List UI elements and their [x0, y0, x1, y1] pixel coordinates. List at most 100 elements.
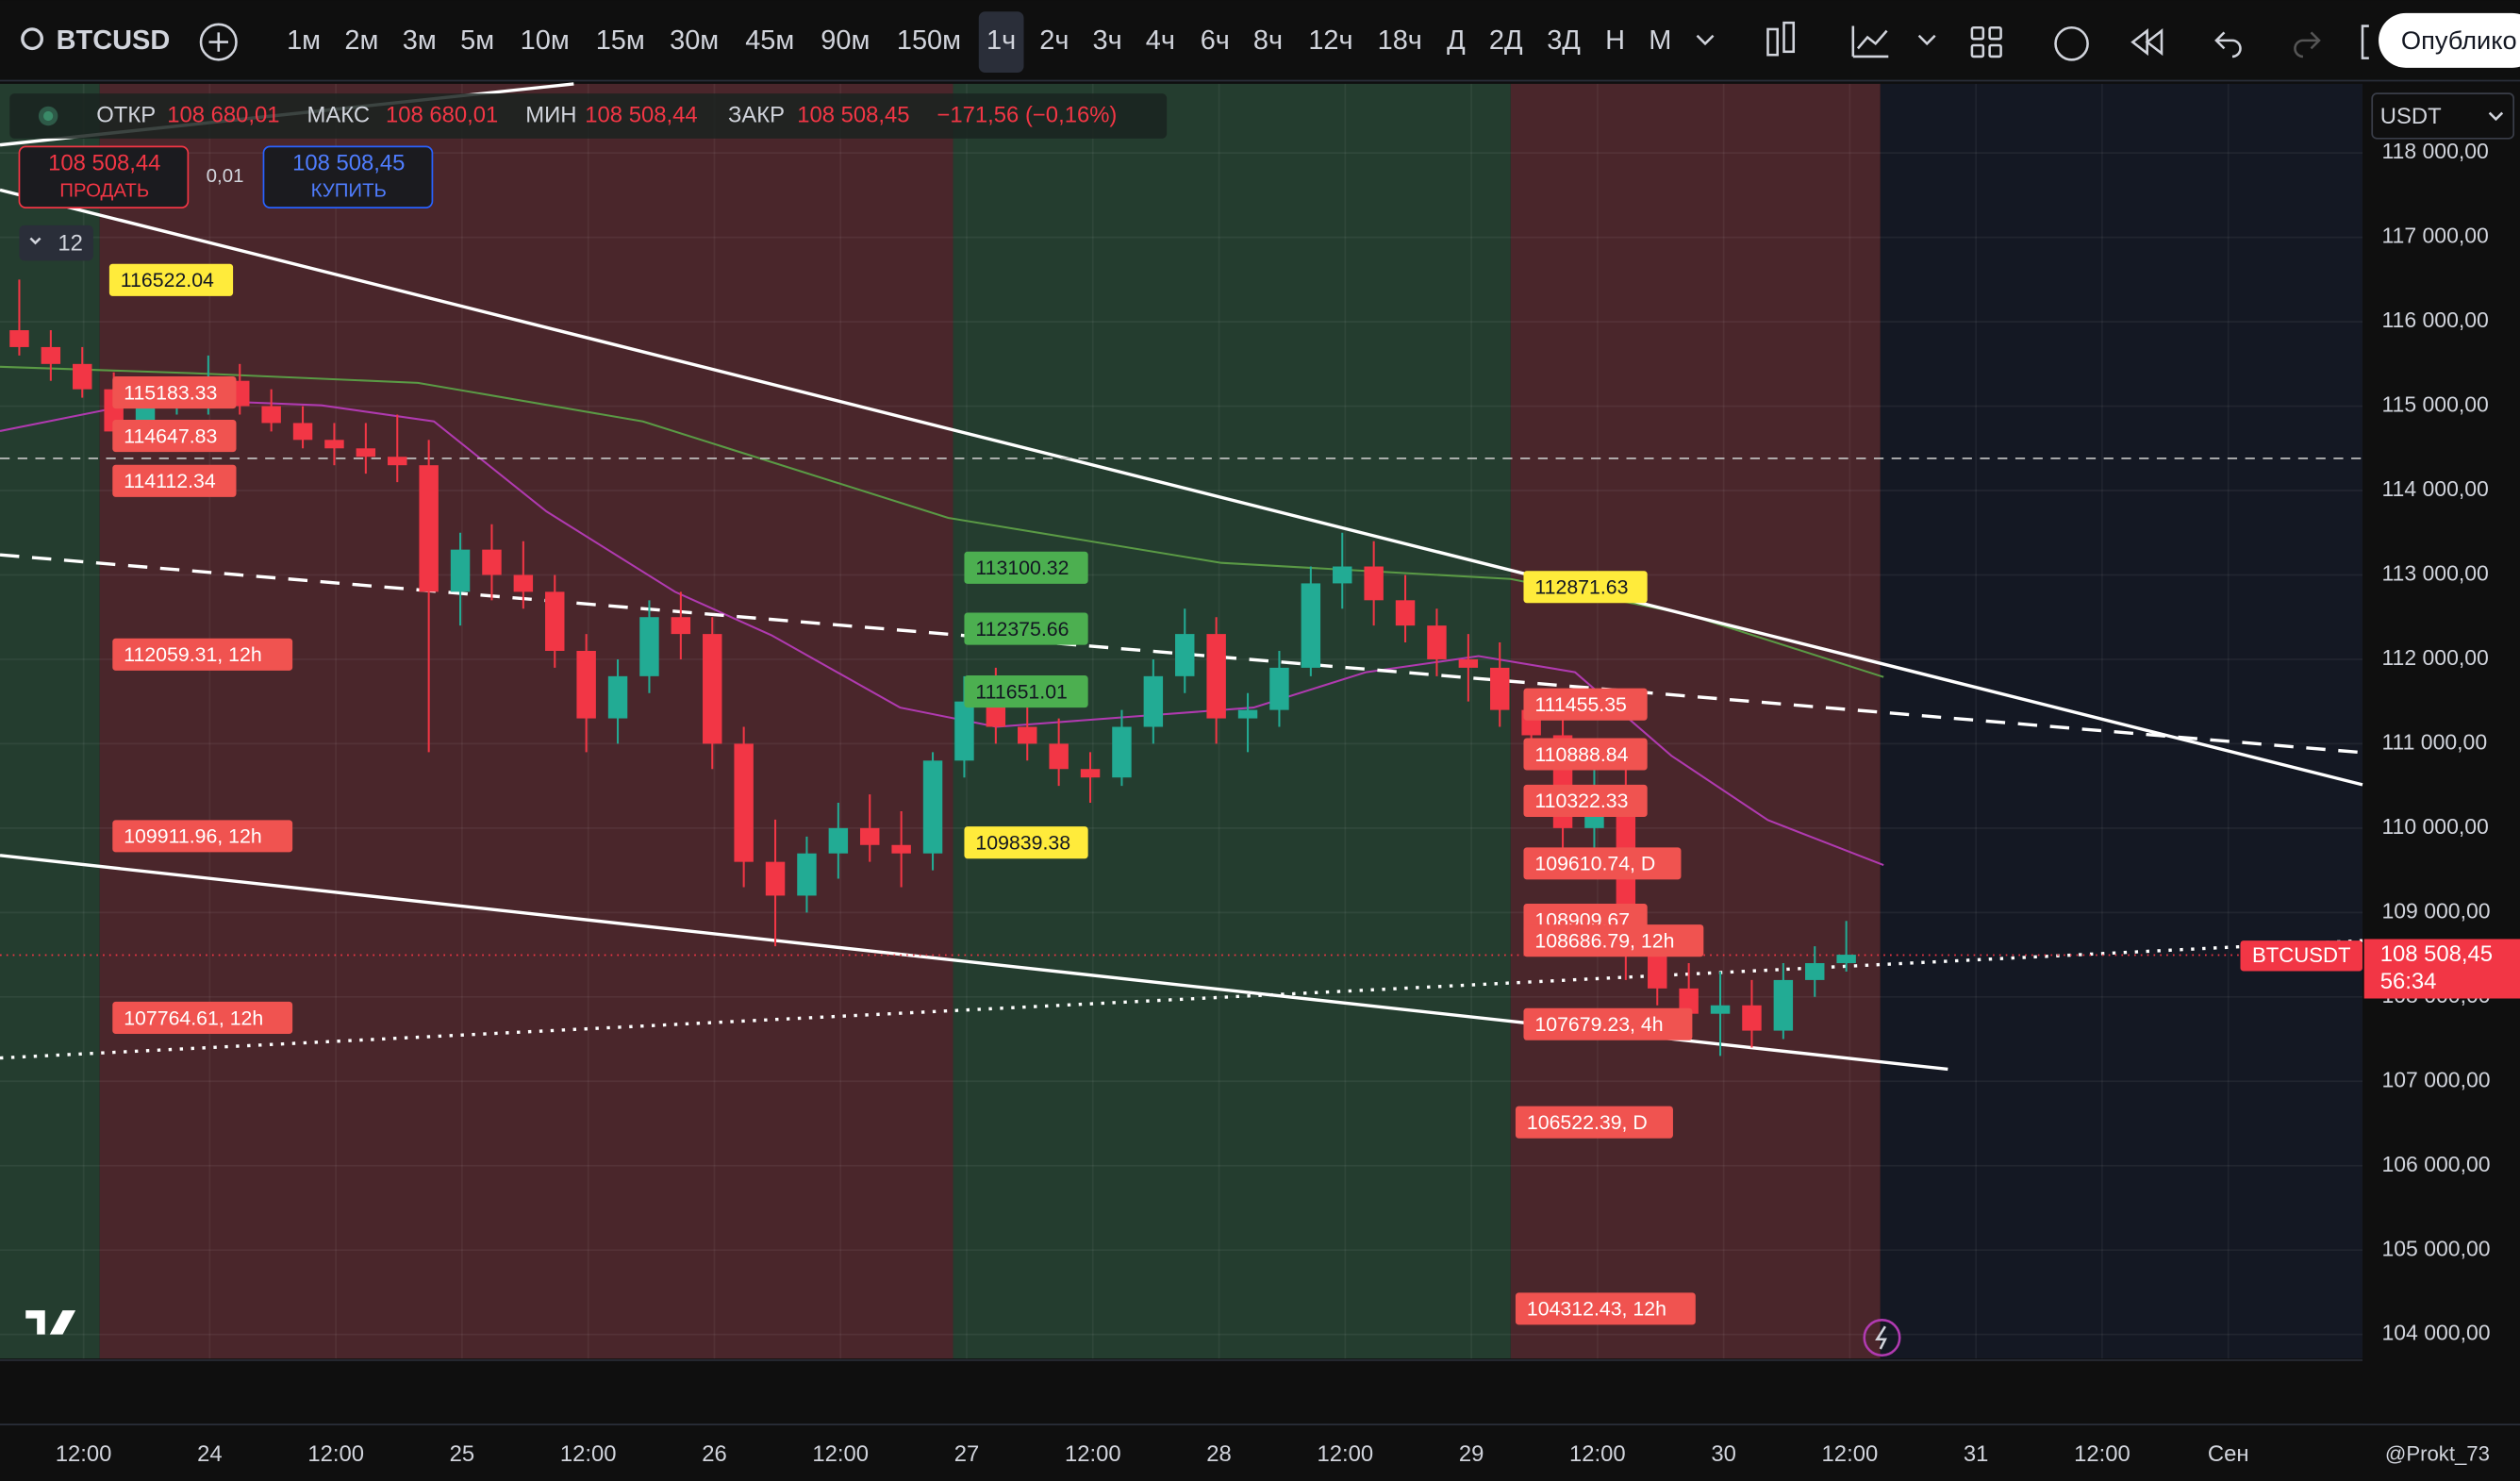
sell-price: 108 508,44: [48, 150, 160, 175]
symbol[interactable]: BTCUSD: [57, 25, 171, 56]
price-tag: [1523, 784, 1648, 817]
layout-icon[interactable]: [1970, 25, 1985, 41]
interval[interactable]: 6ч: [1201, 25, 1230, 56]
chevron-icon: [29, 237, 41, 245]
candle-body: [1080, 769, 1101, 778]
session-backgrounds: [0, 83, 2520, 1425]
interval[interactable]: 90м: [821, 25, 870, 56]
candle-body: [1301, 583, 1321, 668]
candle-body: [639, 617, 659, 676]
interval[interactable]: 3Д: [1547, 25, 1581, 56]
interval[interactable]: 2ч: [1039, 25, 1069, 56]
currency-select[interactable]: [2371, 92, 2515, 140]
price-tag: [1523, 1007, 1693, 1040]
time-label: 26: [702, 1441, 727, 1467]
ai-icon[interactable]: [1863, 1319, 1901, 1357]
interval[interactable]: М: [1649, 25, 1671, 56]
layout-icon: [1988, 25, 2002, 41]
candle-body: [607, 675, 628, 719]
candle-body: [1143, 675, 1164, 727]
fullscreen-icon[interactable]: [2361, 25, 2369, 59]
indicators-icon[interactable]: [1851, 25, 1889, 58]
interval[interactable]: 10м: [521, 25, 570, 56]
sell-label: ПРОДАТЬ: [59, 179, 149, 201]
chart-type-icon[interactable]: [1766, 27, 1779, 57]
candle-body: [41, 346, 61, 364]
alert-icon[interactable]: [2054, 25, 2089, 61]
interval[interactable]: 3ч: [1093, 25, 1122, 56]
last-price-tag: [2363, 939, 2520, 999]
price-tag-label: 106522.39, D: [1527, 1111, 1648, 1134]
add-symbol[interactable]: [199, 23, 238, 61]
toolbar-bg: [0, 0, 2520, 81]
dropdown-icon[interactable]: [1696, 34, 1715, 46]
candle-body: [1490, 667, 1510, 710]
dropdown-icon[interactable]: [1917, 34, 1936, 46]
candle-body: [1049, 743, 1069, 770]
buy-button[interactable]: [262, 145, 434, 208]
price-tag-label: 109911.96, 12h: [124, 825, 261, 848]
interval[interactable]: 4ч: [1146, 25, 1175, 56]
candle-body: [482, 549, 502, 575]
price-tag-label: 110888.84: [1534, 743, 1628, 766]
candle-body: [860, 827, 880, 845]
publish-button[interactable]: [2379, 12, 2520, 68]
symbol-tag-label: BTCUSDT: [2252, 943, 2351, 967]
interval[interactable]: 2Д: [1489, 25, 1523, 56]
ohlc-value: 108 680,01: [167, 102, 279, 127]
candle-body: [703, 634, 722, 744]
price-tag-label: 115183.33: [124, 381, 217, 404]
candle-body: [1805, 963, 1825, 980]
session-bg: [953, 83, 1511, 1359]
interval[interactable]: 30м: [670, 25, 719, 56]
interval[interactable]: Н: [1605, 25, 1625, 56]
interval[interactable]: 18ч: [1378, 25, 1422, 56]
redo-icon[interactable]: [2294, 31, 2321, 58]
indicators-toggle[interactable]: [19, 225, 93, 261]
interval[interactable]: 3м: [403, 25, 437, 56]
publish-label: Опублико: [2401, 25, 2517, 55]
interval[interactable]: Д: [1447, 25, 1466, 56]
price-tag-label: 114647.83: [124, 424, 217, 447]
logo[interactable]: [25, 1310, 76, 1335]
price-tag-label: 109839.38: [975, 832, 1070, 855]
price-tick-label: 111 000,00: [2381, 729, 2487, 754]
price-tag: [1515, 1106, 1673, 1139]
interval[interactable]: 150м: [897, 25, 961, 56]
price-tag: [112, 464, 237, 497]
interval[interactable]: 2м: [344, 25, 378, 56]
interval[interactable]: 12ч: [1308, 25, 1352, 56]
price-tag: [1523, 571, 1648, 604]
search-icon[interactable]: [21, 27, 44, 51]
price-tag: [1523, 688, 1648, 721]
ohlc-label: МАКС: [307, 102, 370, 127]
price-tag-label: 110322.33: [1534, 790, 1628, 812]
candle-body: [1679, 988, 1699, 1014]
replay-icon[interactable]: [2130, 28, 2164, 57]
add-symbol-icon: [208, 32, 228, 52]
interval[interactable]: 8ч: [1253, 25, 1283, 56]
candle-body: [828, 827, 849, 854]
time-label: 29: [1459, 1441, 1484, 1467]
price-tag-label: 113100.32: [975, 557, 1069, 579]
ohlc-change: −171,56 (−0,16%): [937, 102, 1117, 127]
chart-type-icon: [1782, 21, 1796, 54]
interval[interactable]: 15м: [596, 25, 645, 56]
price-tick-label: 112 000,00: [2381, 645, 2488, 670]
order-qty[interactable]: 0,01: [207, 165, 244, 187]
interval[interactable]: 1ч: [986, 25, 1016, 56]
candle-body: [1112, 726, 1132, 778]
sell-button[interactable]: [18, 145, 190, 208]
time-label: 12:00: [1317, 1441, 1373, 1467]
interval[interactable]: 5м: [460, 25, 494, 56]
price-axis-bg: [2362, 83, 2520, 1423]
interval[interactable]: 1м: [287, 25, 321, 56]
undo-icon[interactable]: [2214, 31, 2242, 58]
candle-body: [891, 844, 911, 854]
time-label: 12:00: [307, 1441, 364, 1467]
candle-body: [986, 701, 1006, 727]
candle-body: [922, 760, 943, 854]
interval[interactable]: 45м: [745, 25, 794, 56]
price-tick-label: 104 000,00: [2381, 1321, 2490, 1345]
legend-bg: [9, 93, 1168, 139]
